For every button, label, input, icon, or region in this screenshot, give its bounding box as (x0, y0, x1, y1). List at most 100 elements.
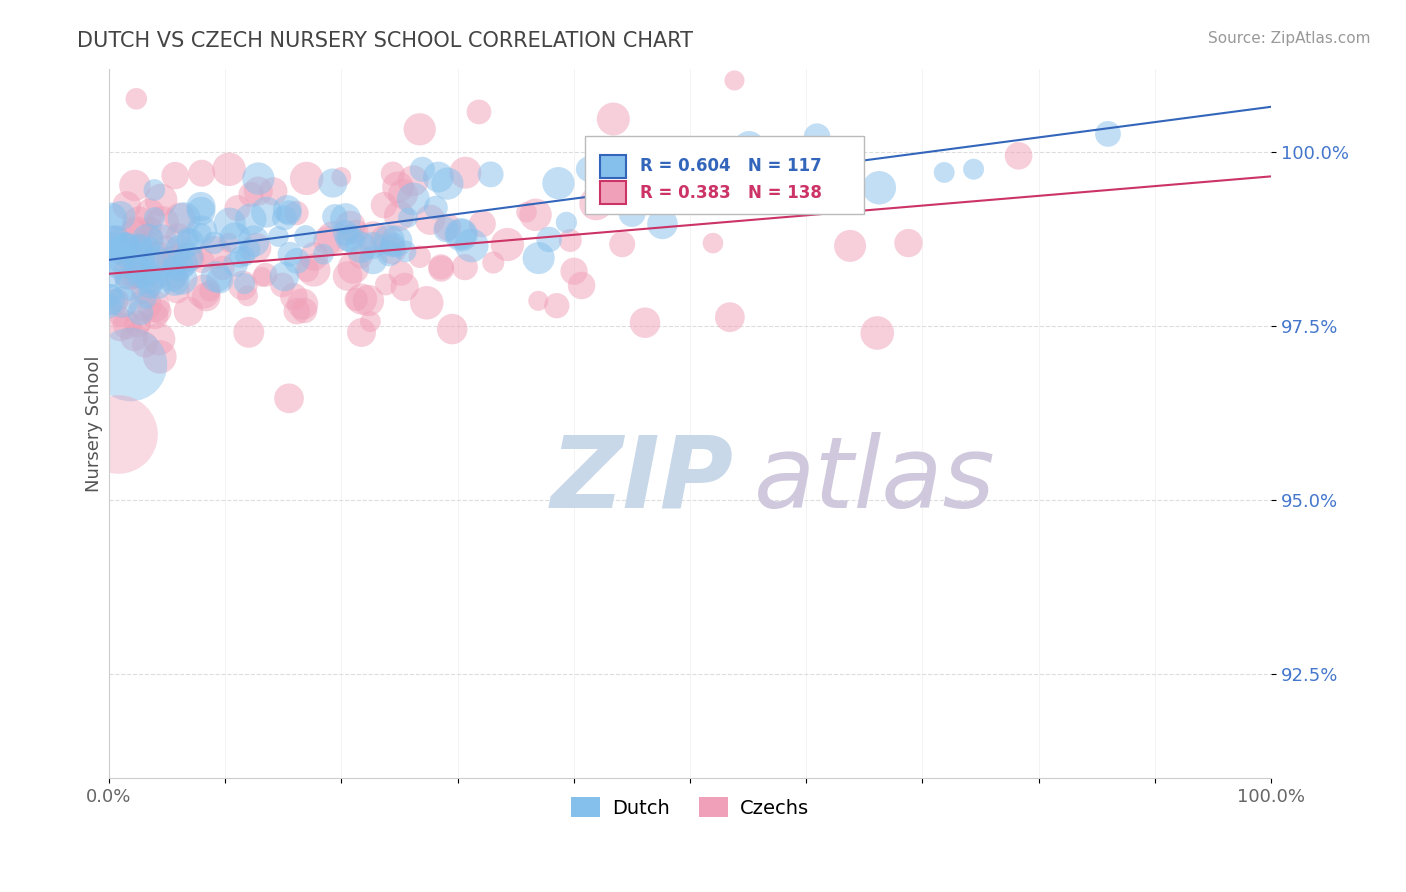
Point (247, 171, 270, 186)
Point (585, 196, 607, 211)
Point (143, 183, 166, 197)
Point (160, 253, 183, 268)
Point (162, 260, 184, 275)
Point (139, 240, 162, 254)
Point (190, 204, 212, 219)
Point (107, 228, 129, 243)
Point (612, 237, 634, 252)
Point (134, 297, 156, 311)
Point (169, 211, 191, 226)
Point (409, 250, 432, 264)
Point (962, 162, 984, 177)
Point (460, 238, 482, 252)
Point (135, 292, 157, 306)
Point (394, 280, 416, 294)
Point (204, 245, 226, 260)
Point (247, 184, 270, 198)
Point (114, 271, 136, 285)
Point (148, 304, 170, 318)
Point (866, 326, 889, 340)
Point (190, 199, 212, 213)
Point (124, 268, 146, 282)
Point (124, 270, 146, 285)
Point (381, 167, 404, 181)
Point (322, 231, 344, 245)
Point (167, 260, 190, 274)
Point (115, 238, 138, 252)
Point (267, 229, 290, 244)
Point (110, 209, 132, 223)
Point (236, 289, 259, 303)
Point (150, 193, 173, 207)
Point (378, 246, 401, 260)
Point (114, 244, 136, 258)
Point (344, 225, 367, 239)
Point (411, 162, 433, 177)
Point (672, 145, 695, 159)
Point (242, 234, 264, 248)
Point (165, 251, 187, 265)
Point (273, 211, 295, 225)
Point (339, 219, 361, 233)
Point (107, 426, 129, 441)
Point (100, 211, 122, 226)
Point (723, 73, 745, 87)
Point (152, 215, 174, 229)
Point (245, 241, 267, 255)
Point (145, 255, 167, 269)
Point (1097, 127, 1119, 141)
Point (302, 250, 325, 264)
Point (595, 171, 617, 186)
Point (218, 162, 240, 177)
Point (738, 139, 761, 153)
Point (155, 244, 177, 258)
Point (806, 129, 828, 144)
Point (143, 211, 166, 225)
Bar (600, 181, 626, 204)
Point (163, 274, 186, 288)
Point (128, 251, 150, 265)
Point (218, 235, 240, 250)
Point (134, 337, 156, 351)
Point (357, 293, 380, 308)
Point (173, 211, 195, 226)
Point (139, 271, 162, 285)
Point (312, 247, 335, 261)
Point (454, 260, 477, 274)
Point (350, 292, 373, 306)
Point (344, 293, 367, 307)
Point (402, 192, 425, 206)
Point (276, 202, 298, 217)
Point (165, 169, 187, 183)
Point (138, 232, 160, 246)
Point (101, 233, 124, 247)
Point (402, 174, 425, 188)
Point (205, 269, 228, 284)
Point (100, 288, 122, 302)
Point (295, 263, 318, 277)
Point (104, 231, 127, 245)
Point (291, 297, 314, 311)
Point (737, 182, 759, 196)
Point (115, 198, 138, 212)
Text: DUTCH VS CZECH NURSERY SCHOOL CORRELATION CHART: DUTCH VS CZECH NURSERY SCHOOL CORRELATIO… (77, 31, 693, 51)
Point (256, 205, 278, 219)
Point (142, 299, 165, 313)
Point (349, 250, 371, 264)
Point (385, 234, 408, 248)
Point (524, 208, 547, 222)
Text: ZIP: ZIP (551, 432, 734, 529)
Point (419, 212, 441, 227)
Point (176, 232, 198, 246)
Point (897, 235, 920, 250)
Point (129, 266, 152, 280)
Point (337, 231, 360, 245)
Point (330, 169, 353, 184)
Point (602, 112, 624, 126)
Point (378, 233, 401, 247)
Point (183, 252, 205, 266)
Point (373, 232, 395, 246)
Point (361, 230, 384, 244)
Point (190, 226, 212, 240)
Point (143, 256, 166, 270)
